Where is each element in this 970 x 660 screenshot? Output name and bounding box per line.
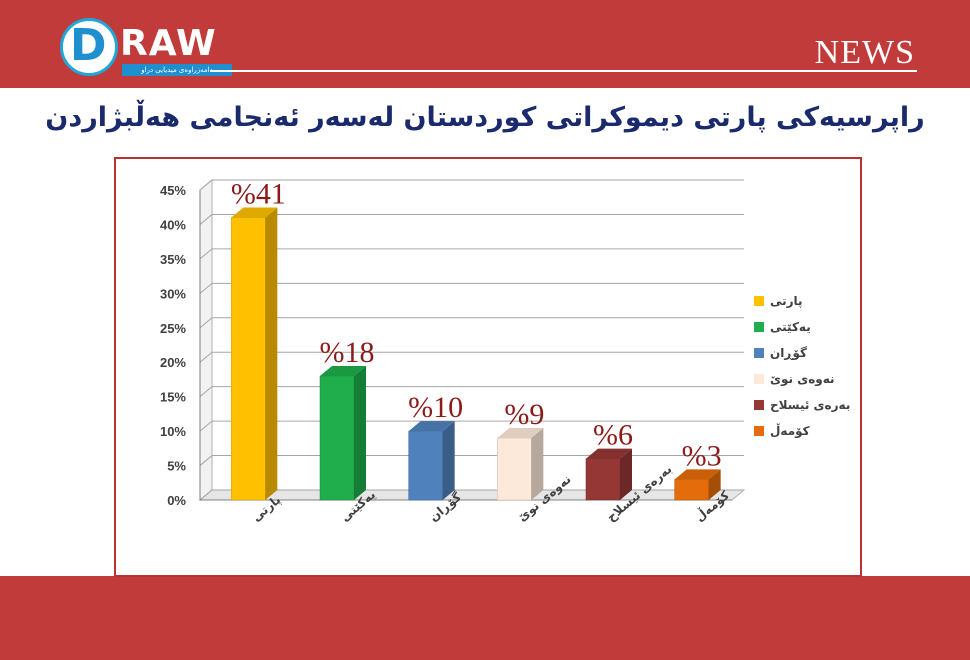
- bar: [585, 458, 621, 501]
- y-tick-label: 20%: [160, 355, 186, 370]
- footer-band: [0, 576, 970, 660]
- gridline-depth: [199, 282, 213, 294]
- y-tick-label: 15%: [160, 390, 186, 405]
- gridline-depth: [199, 214, 213, 225]
- bar-top: [231, 207, 278, 218]
- bar-side: [620, 448, 632, 500]
- gridline-depth: [199, 489, 213, 501]
- value-label: %41: [231, 178, 286, 211]
- bar: [408, 430, 443, 501]
- bar-side: [708, 469, 721, 500]
- bar-top: [408, 421, 455, 432]
- y-tick-label: 35%: [160, 252, 186, 267]
- legend-swatch: [754, 296, 764, 306]
- legend-label: بەرەی ئیسلاح: [770, 398, 850, 412]
- legend-swatch: [754, 322, 764, 332]
- legend-swatch: [754, 400, 764, 410]
- bar: [674, 479, 709, 501]
- legend-label: گۆڕان: [770, 346, 807, 361]
- bar-side: [531, 428, 544, 500]
- gridline-depth: [199, 386, 213, 398]
- logo-letter: D: [70, 20, 107, 71]
- y-tick-label: 0%: [167, 493, 186, 508]
- bar-chart: 0% 5% 10% 15% 20% 25% 30% 35% 40% 45% %41 پارتی %18 ی…: [160, 178, 850, 526]
- bar-side: [442, 421, 455, 500]
- bar-side: [354, 366, 366, 500]
- y-tick-label: 10%: [160, 424, 186, 439]
- gridline-depth: [199, 351, 213, 363]
- value-label: %18: [320, 336, 375, 369]
- bar: [231, 217, 266, 501]
- news-label[interactable]: NEWS: [814, 34, 915, 71]
- legend-swatch: [754, 374, 764, 384]
- y-tick-label: 45%: [160, 183, 186, 198]
- news-underline: [210, 70, 917, 72]
- logo-circle-icon: [60, 18, 118, 76]
- bar: [497, 437, 532, 501]
- legend-label: پارتی: [770, 294, 803, 308]
- bar-top: [586, 448, 632, 459]
- chart-side-wall: [199, 178, 213, 502]
- bar-top: [320, 366, 366, 376]
- bar-top: [497, 428, 544, 438]
- gridline-depth: [199, 420, 213, 432]
- bar: [319, 375, 355, 501]
- logo-text: RAW: [120, 23, 217, 64]
- y-tick-label: 30%: [160, 286, 186, 301]
- value-label: %6: [593, 419, 633, 452]
- legend-label: کۆمەڵ: [770, 423, 810, 439]
- value-label: %3: [682, 439, 722, 472]
- legend-label: نەوەی نوێ: [770, 372, 835, 387]
- bar-side: [265, 207, 278, 501]
- gridline-depth: [199, 317, 213, 329]
- chart-floor: [198, 489, 746, 501]
- draw-logo[interactable]: D RAW دامەزراوەی میدیایی دراو: [60, 18, 232, 80]
- bar-top: [674, 469, 721, 480]
- logo-tagline: دامەزراوەی میدیایی دراو: [122, 64, 232, 76]
- value-label: %9: [504, 398, 544, 431]
- page-title: راپرسیەکی پارتی دیموکراتی کوردستان لەسەر…: [45, 102, 925, 133]
- y-tick-label: 5%: [167, 459, 186, 474]
- value-label: %10: [408, 391, 463, 424]
- gridline-depth: [199, 455, 213, 466]
- legend-swatch: [754, 348, 764, 358]
- y-tick-label: 25%: [160, 321, 186, 336]
- gridline-depth: [199, 248, 213, 260]
- y-tick-label: 40%: [160, 217, 186, 232]
- gridline-depth: [199, 179, 213, 191]
- legend-swatch: [754, 426, 764, 436]
- legend-label: یەکێتی: [770, 320, 811, 334]
